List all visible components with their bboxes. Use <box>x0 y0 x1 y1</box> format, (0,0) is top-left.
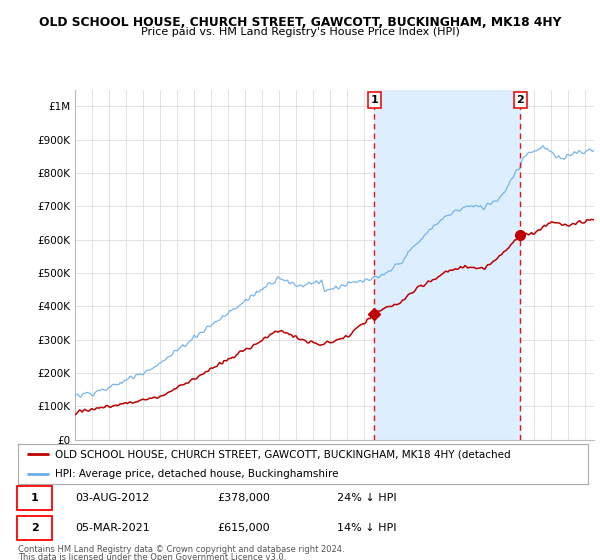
FancyBboxPatch shape <box>17 486 52 510</box>
Text: 05-MAR-2021: 05-MAR-2021 <box>75 523 150 533</box>
Text: £615,000: £615,000 <box>218 523 270 533</box>
Text: £378,000: £378,000 <box>218 493 271 503</box>
Text: 2: 2 <box>517 95 524 105</box>
Text: Contains HM Land Registry data © Crown copyright and database right 2024.: Contains HM Land Registry data © Crown c… <box>18 545 344 554</box>
Text: OLD SCHOOL HOUSE, CHURCH STREET, GAWCOTT, BUCKINGHAM, MK18 4HY (detached: OLD SCHOOL HOUSE, CHURCH STREET, GAWCOTT… <box>55 449 511 459</box>
Text: Price paid vs. HM Land Registry's House Price Index (HPI): Price paid vs. HM Land Registry's House … <box>140 27 460 37</box>
Text: 2: 2 <box>31 523 38 533</box>
Text: This data is licensed under the Open Government Licence v3.0.: This data is licensed under the Open Gov… <box>18 553 286 560</box>
Text: 1: 1 <box>370 95 378 105</box>
Bar <box>374 90 520 440</box>
Text: 03-AUG-2012: 03-AUG-2012 <box>75 493 149 503</box>
Text: 24% ↓ HPI: 24% ↓ HPI <box>337 493 397 503</box>
Text: OLD SCHOOL HOUSE, CHURCH STREET, GAWCOTT, BUCKINGHAM, MK18 4HY: OLD SCHOOL HOUSE, CHURCH STREET, GAWCOTT… <box>39 16 561 29</box>
Text: HPI: Average price, detached house, Buckinghamshire: HPI: Average price, detached house, Buck… <box>55 469 338 479</box>
Text: 1: 1 <box>31 493 38 503</box>
Text: 14% ↓ HPI: 14% ↓ HPI <box>337 523 397 533</box>
FancyBboxPatch shape <box>17 516 52 540</box>
